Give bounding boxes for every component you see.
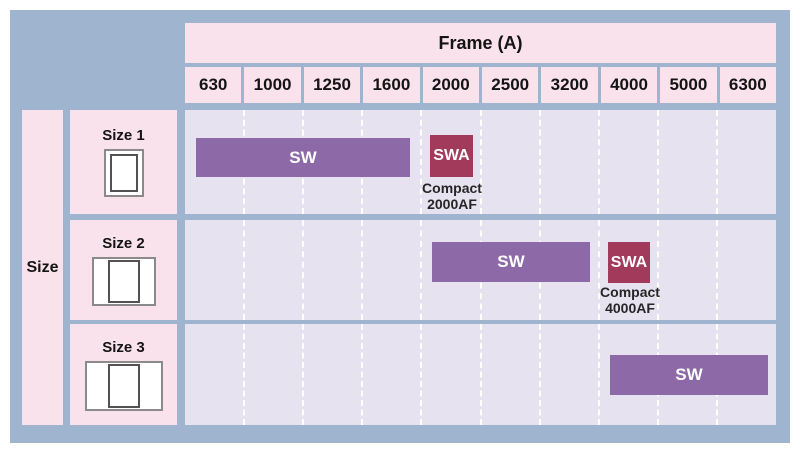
grid-line bbox=[538, 324, 541, 425]
swa-marker-size-2: SWA bbox=[608, 242, 650, 283]
grid-line bbox=[715, 220, 718, 320]
sw-range-bar-size-2: SW bbox=[432, 242, 590, 282]
chart-row-size-1: SW SWA Compact 2000AF bbox=[185, 110, 776, 214]
frame-column-header: 2000 bbox=[422, 67, 479, 103]
row-label-size-1: Size 1 bbox=[70, 110, 177, 214]
grid-line bbox=[597, 324, 600, 425]
frame-column-header: 3200 bbox=[541, 67, 598, 103]
size-1-frame-icon-inner bbox=[109, 154, 138, 192]
frame-column-header: 1250 bbox=[303, 67, 361, 103]
grid-line bbox=[538, 110, 541, 214]
grid-line bbox=[302, 220, 305, 320]
frame-column-header: 5000 bbox=[660, 67, 717, 103]
frame-column-header: 4000 bbox=[600, 67, 658, 103]
grid-line bbox=[656, 110, 659, 214]
grid-line bbox=[243, 324, 246, 425]
size-1-label: Size 1 bbox=[102, 127, 145, 144]
frame-column-header: 630 bbox=[185, 67, 242, 103]
row-label-size-2: Size 2 bbox=[70, 220, 177, 320]
swa-caption-size-1: Compact 2000AF bbox=[422, 180, 482, 212]
chart-panel: Frame (A) 630 1000 1250 1600 2000 2500 3… bbox=[10, 10, 790, 443]
size-axis-label: Size bbox=[22, 110, 63, 425]
frame-column-header: 1000 bbox=[244, 67, 301, 103]
size-2-frame-icon bbox=[91, 256, 156, 306]
sw-range-bar-size-3: SW bbox=[610, 355, 768, 395]
row-label-size-3: Size 3 bbox=[70, 324, 177, 425]
chart-row-size-3: SW bbox=[185, 324, 776, 425]
frame-column-headers: 630 1000 1250 1600 2000 2500 3200 4000 5… bbox=[185, 67, 776, 103]
grid-line bbox=[361, 324, 364, 425]
size-2-label: Size 2 bbox=[102, 234, 145, 252]
grid-line bbox=[361, 220, 364, 320]
size-3-frame-icon-inner bbox=[107, 363, 140, 408]
grid-line bbox=[656, 220, 659, 320]
grid-line bbox=[420, 110, 423, 214]
size-1-frame-icon bbox=[103, 149, 144, 197]
frame-column-header: 6300 bbox=[719, 67, 776, 103]
frame-column-header: 2500 bbox=[482, 67, 539, 103]
grid-line bbox=[597, 110, 600, 214]
grid-line bbox=[420, 324, 423, 425]
grid-line bbox=[420, 220, 423, 320]
swa-caption-size-2: Compact 4000AF bbox=[600, 284, 660, 316]
size-2-frame-icon-inner bbox=[107, 259, 140, 303]
size-3-frame-icon bbox=[84, 360, 163, 411]
grid-line bbox=[243, 220, 246, 320]
chart-row-size-2: SW SWA Compact 4000AF bbox=[185, 220, 776, 320]
grid-line bbox=[479, 110, 482, 214]
grid-line bbox=[479, 324, 482, 425]
frame-column-header: 1600 bbox=[363, 67, 420, 103]
sw-range-bar-size-1: SW bbox=[196, 138, 410, 177]
grid-line bbox=[302, 324, 305, 425]
frame-axis-title: Frame (A) bbox=[185, 23, 776, 63]
grid-line bbox=[715, 110, 718, 214]
swa-marker-size-1: SWA bbox=[430, 135, 473, 177]
grid-line bbox=[597, 220, 600, 320]
size-3-label: Size 3 bbox=[102, 338, 145, 356]
